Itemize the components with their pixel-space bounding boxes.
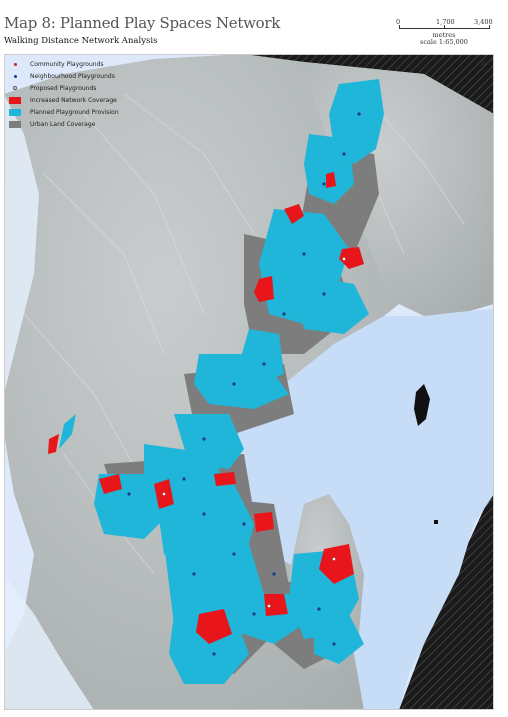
playground-provision-swatch (9, 108, 21, 116)
legend-label: Neighbourhood Playgrounds (30, 72, 115, 80)
legend-label: Urban Land Coverage (30, 120, 96, 128)
harbour-water (234, 309, 494, 710)
increased-coverage-areas (48, 172, 364, 644)
neighbourhood-playground-icon (13, 74, 17, 78)
legend-label: Community Playgrounds (30, 60, 104, 68)
legend-item: Increased Network Coverage (8, 94, 119, 106)
western-coast-haze (4, 94, 39, 394)
scale-mark (489, 25, 490, 29)
scale-unit: metres (432, 31, 456, 39)
map-legend: Community Playgrounds Neighbourhood Play… (8, 58, 119, 130)
legend-item: Proposed Playgrounds (8, 82, 119, 94)
legend-item: Urban Land Coverage (8, 118, 119, 130)
map-frame[interactable] (4, 54, 494, 710)
scale-tick-1: 1,700 (436, 18, 455, 26)
legend-item: Community Playgrounds (8, 58, 119, 70)
urban-coverage-swatch (9, 120, 21, 128)
map-title: Map 8: Planned Play Spaces Network (4, 14, 281, 32)
legend-swatch (8, 62, 22, 66)
legend-swatch (8, 96, 22, 104)
legend-item: Planned Playground Provision (8, 106, 119, 118)
legend-label: Proposed Playgrounds (30, 84, 97, 92)
scale-tick-0: 0 (396, 18, 401, 26)
map-border (4, 54, 494, 710)
community-playground-icon (13, 62, 17, 66)
small-island (434, 520, 438, 524)
map-canvas (4, 54, 494, 710)
legend-swatch (8, 86, 22, 90)
legend-item: Neighbourhood Playgrounds (8, 70, 119, 82)
map-subtitle: Walking Distance Network Analysis (4, 36, 158, 46)
scale-ratio: scale 1:65,000 (420, 38, 468, 46)
legend-label: Increased Network Coverage (30, 96, 117, 104)
southern-coast-haze (4, 574, 94, 710)
legend-swatch (8, 108, 22, 116)
scale-mark (399, 25, 400, 29)
increased-coverage-swatch (9, 96, 21, 104)
neighbourhood-playground-points (127, 112, 361, 656)
proposed-playground-icon (13, 86, 17, 90)
scale-tick-2: 3,400 (474, 18, 493, 26)
scale-bar: 0 1,700 3,400 metres scale 1:65,000 (396, 18, 493, 48)
harbour-island (414, 384, 430, 426)
scale-mark (444, 25, 445, 29)
north-arrow-icon: A (481, 60, 486, 68)
legend-label: Planned Playground Provision (30, 108, 119, 116)
legend-swatch (8, 120, 22, 128)
hatched-outside-area (229, 54, 494, 710)
community-playground-points (161, 256, 347, 609)
legend-swatch (8, 74, 22, 78)
